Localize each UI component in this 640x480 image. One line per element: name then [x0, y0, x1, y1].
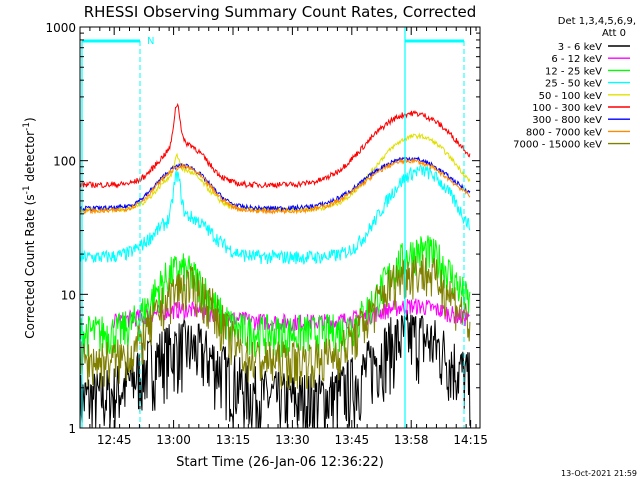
chart-title: RHESSI Observing Summary Count Rates, Co…	[84, 3, 477, 21]
legend-header-line2: Att 0	[602, 28, 626, 39]
y-tick-label: 10	[61, 288, 76, 302]
x-tick-label: 13:30	[275, 433, 310, 447]
legend-entry-orange: 800 - 7000 keV	[526, 127, 602, 138]
y-tick-label: 1000	[45, 21, 76, 35]
x-tick-label: 13:15	[216, 433, 251, 447]
legend-entry-cyan: 25 - 50 keV	[545, 79, 602, 90]
legend-entry-red: 100 - 300 keV	[532, 103, 602, 114]
y-tick-label: 1	[68, 422, 76, 436]
axes-box	[79, 26, 481, 429]
legend-entry-green: 12 - 25 keV	[545, 66, 602, 77]
x-tick-label: 14:15	[453, 433, 488, 447]
legend-entry-magenta: 6 - 12 keV	[551, 54, 602, 65]
x-tick-label: 13:45	[335, 433, 370, 447]
footer-date: 13-Oct-2021 21:59	[561, 469, 637, 478]
axes: 1 10 100 1000 12:45 13:00 13:15 13:30 13:45 13:58…	[45, 21, 487, 447]
legend-entry-yellow: 50 - 100 keV	[539, 91, 603, 102]
x-axis-label: Start Time (26-Jan-06 12:36:22)	[176, 455, 384, 470]
y-tick-label: 100	[53, 155, 76, 169]
legend-entry-blue: 300 - 800 keV	[532, 115, 602, 126]
x-tick-label: 13:00	[156, 433, 191, 447]
legend-header-line1: Det 1,3,4,5,6,9,	[558, 16, 636, 27]
legend-entry-black: 3 - 6 keV	[558, 42, 602, 53]
saa-marker-label: N	[147, 36, 154, 47]
series-line-magenta	[113, 298, 470, 332]
legend-entry-olive: 7000 - 15000 keV	[513, 140, 602, 151]
y-axis-label: Corrected Count Rate (s-1 detector-1)	[22, 117, 37, 338]
x-tick-label: 13:58	[394, 433, 429, 447]
series-group: N	[79, 27, 471, 429]
x-tick-label: 12:45	[97, 433, 132, 447]
